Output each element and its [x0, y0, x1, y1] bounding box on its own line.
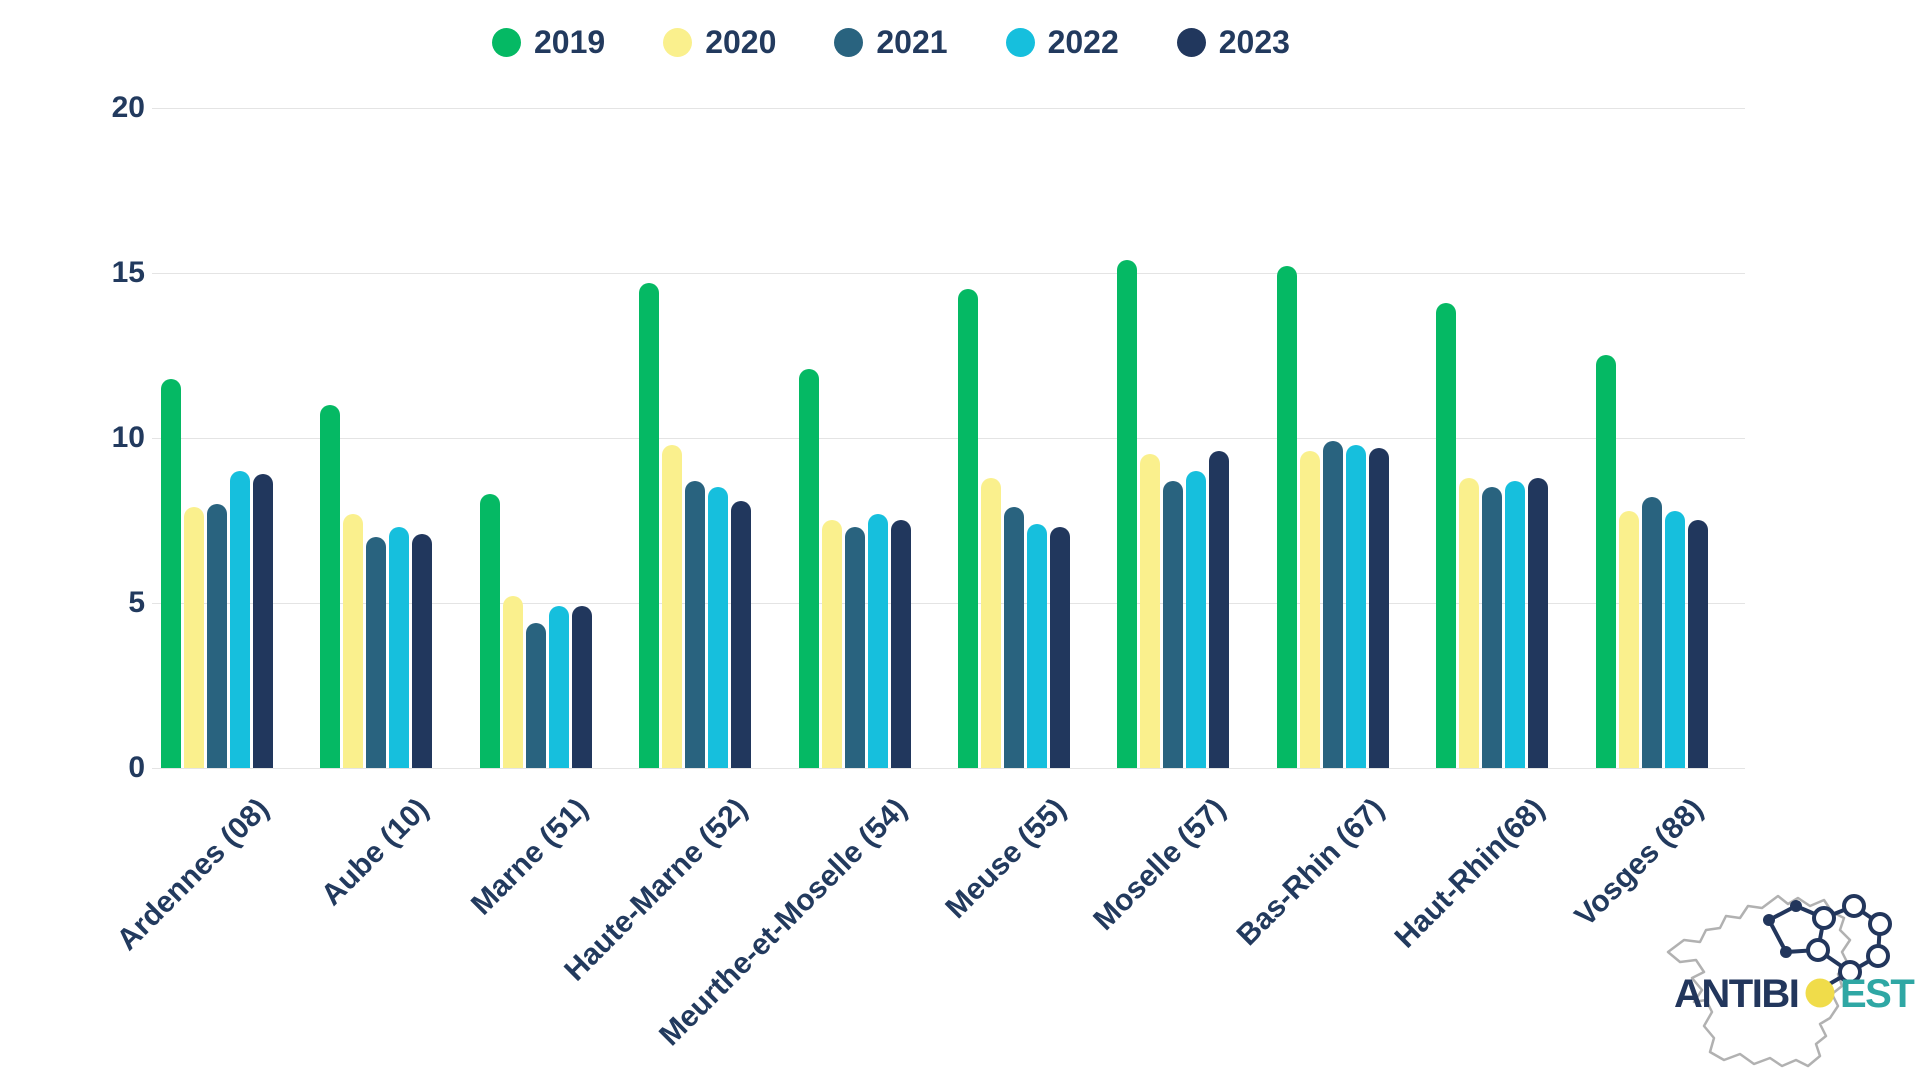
bar[interactable] — [480, 494, 500, 768]
bar[interactable] — [1277, 266, 1297, 768]
bar[interactable] — [412, 534, 432, 768]
x-axis-label: Moselle (57) — [1086, 792, 1232, 937]
bar[interactable] — [1619, 511, 1639, 768]
legend-swatch-icon — [663, 28, 693, 57]
bar[interactable] — [981, 478, 1001, 768]
y-axis-tick-label: 20 — [111, 91, 145, 124]
gridline-y20 — [152, 108, 1745, 109]
y-axis-tick-label: 15 — [111, 256, 145, 289]
bar[interactable] — [1436, 303, 1456, 768]
bar[interactable] — [685, 481, 705, 768]
legend-item-2019[interactable]: 2019 — [492, 24, 605, 61]
bar[interactable] — [320, 405, 340, 768]
bar[interactable] — [161, 379, 181, 768]
legend-label: 2022 — [1047, 24, 1119, 60]
bar[interactable] — [1459, 478, 1479, 768]
y-axis-tick-label: 5 — [128, 586, 145, 619]
bar[interactable] — [662, 445, 682, 768]
bar[interactable] — [1300, 451, 1320, 768]
legend-swatch-icon — [1176, 28, 1206, 57]
bar[interactable] — [1004, 507, 1024, 768]
bar[interactable] — [822, 520, 842, 768]
bar[interactable] — [639, 283, 659, 768]
legend-swatch-icon — [1005, 28, 1035, 57]
logo-text-antibi: ANTIBI — [1674, 972, 1798, 1016]
bar[interactable] — [1117, 260, 1137, 768]
bar[interactable] — [1369, 448, 1389, 768]
bar[interactable] — [184, 507, 204, 768]
gridline-y5 — [152, 603, 1745, 604]
bar[interactable] — [230, 471, 250, 768]
legend-label: 2021 — [876, 24, 948, 60]
legend-label: 2019 — [534, 24, 606, 60]
legend-label: 2020 — [705, 24, 777, 60]
logo-letter-o-circle — [1805, 978, 1835, 1008]
legend-swatch-icon — [834, 28, 864, 57]
bar[interactable] — [1528, 478, 1548, 768]
legend-item-2020[interactable]: 2020 — [663, 24, 776, 61]
bar[interactable] — [1596, 355, 1616, 768]
molecule-atoms — [1763, 894, 1892, 984]
bar[interactable] — [1209, 451, 1229, 768]
x-axis-label: Ardennes (08) — [110, 792, 276, 957]
legend-item-2023[interactable]: 2023 — [1176, 24, 1290, 61]
bar[interactable] — [958, 289, 978, 768]
legend-item-2021[interactable]: 2021 — [834, 24, 948, 61]
france-map-outline — [1666, 894, 1852, 1068]
bar[interactable] — [845, 527, 865, 768]
gridline-y0 — [152, 768, 1745, 769]
bar[interactable] — [1482, 487, 1502, 768]
bar[interactable] — [708, 487, 728, 768]
y-axis-tick-label: 10 — [111, 421, 145, 454]
bar[interactable] — [1186, 471, 1206, 768]
bar[interactable] — [799, 369, 819, 768]
bar[interactable] — [572, 606, 592, 768]
logo-text-est: EST — [1840, 972, 1914, 1016]
gridline-y10 — [152, 438, 1745, 439]
x-axis-label: Bas-Rhin (67) — [1231, 792, 1392, 953]
x-axis-label: Haut-Rhin(68) — [1388, 792, 1551, 955]
bar[interactable] — [731, 501, 751, 768]
legend-item-2022[interactable]: 2022 — [1005, 24, 1119, 61]
legend-swatch-icon — [492, 28, 521, 57]
x-axis-label: Meuse (55) — [939, 792, 1073, 925]
bar[interactable] — [1346, 445, 1366, 768]
bar[interactable] — [503, 596, 523, 768]
bar[interactable] — [891, 520, 911, 768]
bar[interactable] — [366, 537, 386, 768]
bar[interactable] — [526, 623, 546, 768]
antibioest-logo: ANTIBI EST — [1666, 894, 1916, 1068]
bar[interactable] — [1688, 520, 1708, 768]
x-axis-label: Marne (51) — [464, 792, 595, 922]
gridline-y15 — [152, 273, 1745, 274]
bar[interactable] — [1140, 454, 1160, 768]
y-axis-tick-label: 0 — [128, 751, 145, 784]
x-axis-label: Aube (10) — [314, 792, 435, 912]
bar[interactable] — [343, 514, 363, 768]
chart-legend: 2019 2020 2021 2022 2023 — [492, 24, 1290, 61]
bar[interactable] — [1050, 527, 1070, 768]
bar[interactable] — [868, 514, 888, 768]
bar[interactable] — [253, 474, 273, 768]
bar[interactable] — [389, 527, 409, 768]
legend-label: 2023 — [1218, 24, 1290, 60]
bar[interactable] — [1665, 511, 1685, 768]
bar[interactable] — [207, 504, 227, 768]
bar[interactable] — [549, 606, 569, 768]
bar[interactable] — [1505, 481, 1525, 768]
bar[interactable] — [1163, 481, 1183, 768]
bar[interactable] — [1642, 497, 1662, 768]
bar[interactable] — [1027, 524, 1047, 768]
bar[interactable] — [1323, 441, 1343, 768]
